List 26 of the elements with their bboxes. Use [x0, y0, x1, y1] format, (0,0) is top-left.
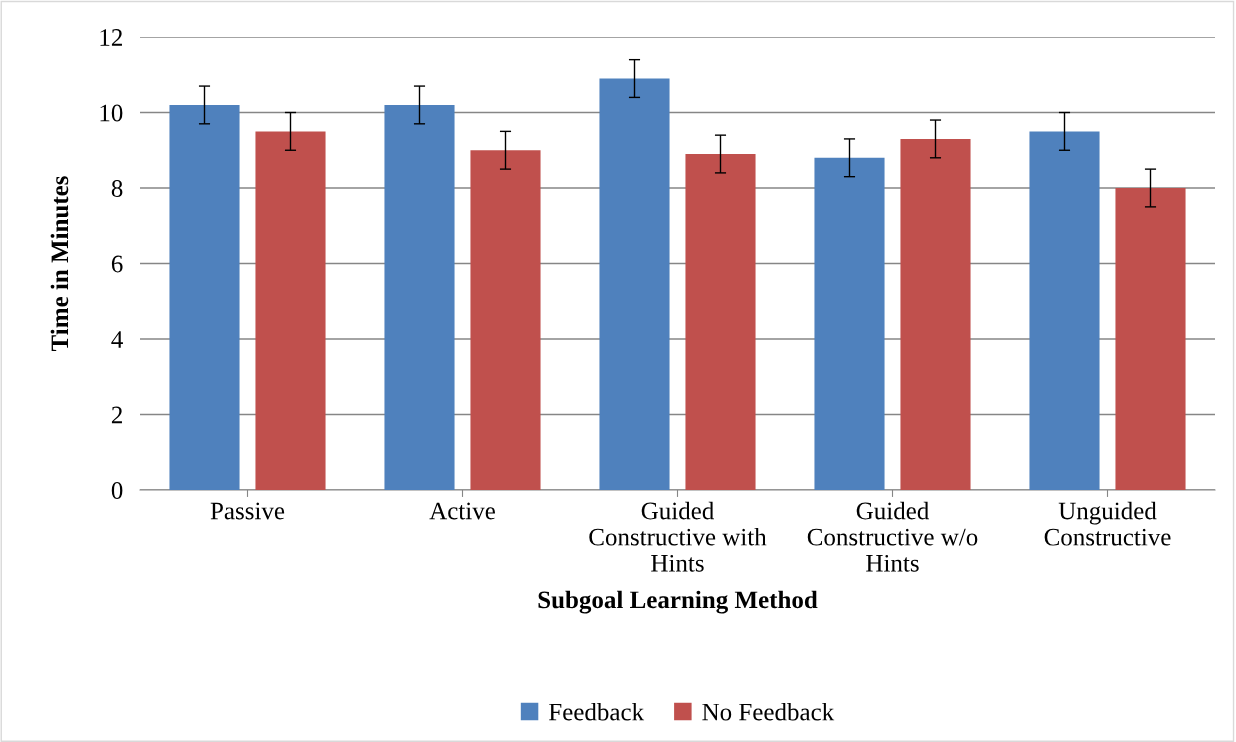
bar	[685, 154, 756, 490]
y-tick-label: 4	[111, 331, 123, 348]
bar	[169, 104, 240, 490]
bar	[814, 157, 885, 490]
x-tick-label: Unguided Constructive	[1044, 501, 1171, 546]
y-tick-label: 12	[100, 29, 122, 46]
y-tick-label: 8	[111, 180, 123, 197]
x-axis-title: Subgoal Learning Method	[538, 590, 818, 614]
legend-label: Feedback	[549, 702, 645, 721]
bar	[384, 104, 455, 490]
x-tick-label: Guided Constructive with Hints	[589, 501, 767, 572]
y-axis-title: Time in Minutes	[50, 176, 69, 352]
bar	[1029, 131, 1100, 490]
bar	[1115, 188, 1186, 490]
y-tick-label: 10	[100, 104, 123, 122]
x-tick-label: Active	[429, 502, 495, 520]
bar	[900, 138, 971, 490]
bar	[255, 131, 326, 490]
bar	[599, 78, 670, 490]
y-tick-label: 6	[111, 255, 123, 273]
x-tick-label: Passive	[210, 502, 285, 520]
y-tick-label: 0	[111, 482, 123, 499]
y-tick-label: 2	[111, 406, 122, 424]
bar	[470, 150, 541, 490]
legend-label: No Feedback	[702, 702, 835, 721]
x-tick-label: Guided Constructive w/o Hints	[807, 501, 978, 572]
